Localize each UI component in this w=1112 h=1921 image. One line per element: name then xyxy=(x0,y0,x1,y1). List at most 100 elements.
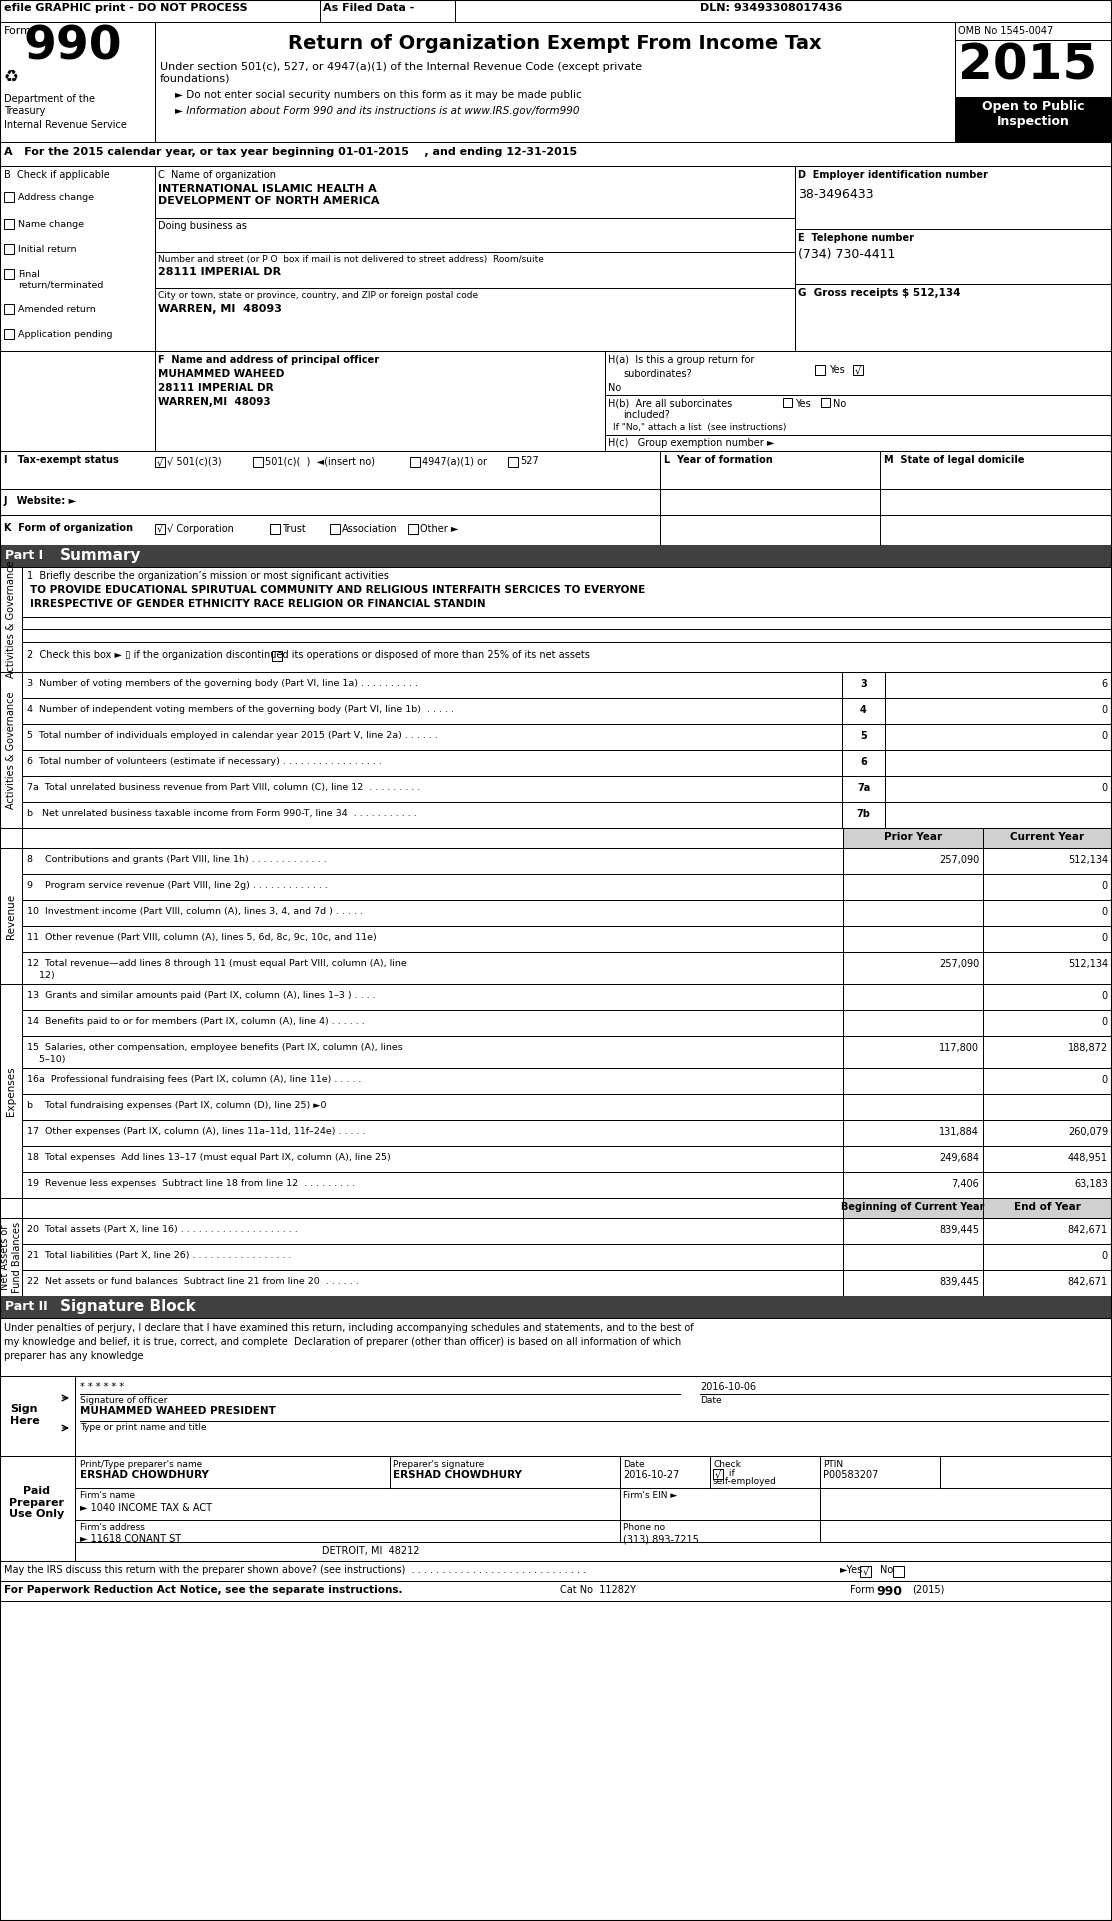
Text: No: No xyxy=(833,400,846,409)
Text: 5  Total number of individuals employed in calendar year 2015 (Part V, line 2a) : 5 Total number of individuals employed i… xyxy=(27,732,438,740)
Text: Form: Form xyxy=(4,27,32,36)
Bar xyxy=(22,1199,843,1218)
Text: 0: 0 xyxy=(1102,991,1108,1001)
Bar xyxy=(22,847,843,874)
Text: Part II: Part II xyxy=(4,1301,48,1312)
Text: 2016-10-27: 2016-10-27 xyxy=(623,1470,679,1479)
Bar xyxy=(0,1297,1112,1318)
Text: OMB No 1545-0047: OMB No 1545-0047 xyxy=(959,27,1053,36)
Text: M  State of legal domicile: M State of legal domicile xyxy=(884,455,1024,465)
Bar xyxy=(0,0,1112,21)
Bar xyxy=(842,724,885,749)
Bar xyxy=(983,901,1112,926)
Bar xyxy=(843,901,983,926)
Text: 448,951: 448,951 xyxy=(1068,1153,1108,1162)
Text: 527: 527 xyxy=(520,455,538,467)
Text: G  Gross receipts $ 512,134: G Gross receipts $ 512,134 xyxy=(798,288,961,298)
Text: City or town, state or province, country, and ZIP or foreign postal code: City or town, state or province, country… xyxy=(158,290,478,300)
Text: 5: 5 xyxy=(860,732,867,742)
Text: 15  Salaries, other compensation, employee benefits (Part IX, column (A), lines: 15 Salaries, other compensation, employe… xyxy=(27,1043,403,1053)
Text: Return of Organization Exempt From Income Tax: Return of Organization Exempt From Incom… xyxy=(288,35,822,54)
Text: C  Name of organization: C Name of organization xyxy=(158,169,276,181)
Bar xyxy=(22,984,843,1010)
Text: ► Information about Form 990 and its instructions is at www.IRS.gov/form990: ► Information about Form 990 and its ins… xyxy=(175,106,579,115)
Text: Activities & Governance: Activities & Governance xyxy=(6,561,16,678)
Bar xyxy=(783,398,792,407)
Bar xyxy=(821,398,830,407)
Text: 842,671: 842,671 xyxy=(1068,1226,1108,1235)
Bar xyxy=(0,490,1112,515)
Text: Revenue: Revenue xyxy=(6,893,16,939)
Text: MUHAMMED WAHEED PRESIDENT: MUHAMMED WAHEED PRESIDENT xyxy=(80,1406,276,1416)
Bar xyxy=(22,874,843,901)
Text: DETROIT, MI  48212: DETROIT, MI 48212 xyxy=(300,1546,419,1556)
Text: 2016-10-06: 2016-10-06 xyxy=(699,1381,756,1393)
Text: 6  Total number of volunteers (estimate if necessary) . . . . . . . . . . . . . : 6 Total number of volunteers (estimate i… xyxy=(27,757,381,766)
Text: 512,134: 512,134 xyxy=(1068,855,1108,864)
Text: efile GRAPHIC print - DO NOT PROCESS: efile GRAPHIC print - DO NOT PROCESS xyxy=(4,4,248,13)
Bar xyxy=(155,21,955,142)
Text: 188,872: 188,872 xyxy=(1068,1043,1108,1053)
Bar xyxy=(22,1270,843,1297)
Bar xyxy=(843,1068,983,1093)
Text: preparer has any knowledge: preparer has any knowledge xyxy=(4,1350,143,1360)
Bar xyxy=(22,1035,843,1068)
Bar xyxy=(885,697,1112,724)
Text: 7a  Total unrelated business revenue from Part VIII, column (C), line 12  . . . : 7a Total unrelated business revenue from… xyxy=(27,784,420,791)
Bar xyxy=(155,524,165,534)
Bar xyxy=(983,984,1112,1010)
Text: ► 1040 INCOME TAX & ACT: ► 1040 INCOME TAX & ACT xyxy=(80,1502,212,1514)
Text: Form: Form xyxy=(850,1585,874,1594)
Bar xyxy=(860,1566,871,1577)
Text: 28111 IMPERIAL DR: 28111 IMPERIAL DR xyxy=(158,267,281,277)
Text: 839,445: 839,445 xyxy=(939,1226,979,1235)
Text: Yes: Yes xyxy=(830,365,845,375)
Text: F  Name and address of principal officer: F Name and address of principal officer xyxy=(158,355,379,365)
Text: WARREN,MI  48093: WARREN,MI 48093 xyxy=(158,398,270,407)
Bar xyxy=(983,1120,1112,1147)
Bar xyxy=(4,244,14,254)
Bar xyxy=(22,1147,843,1172)
Bar xyxy=(885,801,1112,828)
Bar xyxy=(22,801,842,828)
Text: 0: 0 xyxy=(1102,1076,1108,1085)
Bar xyxy=(983,1147,1112,1172)
Bar xyxy=(0,1375,75,1456)
Text: Preparer's signature: Preparer's signature xyxy=(393,1460,484,1470)
Text: Firm's EIN ►: Firm's EIN ► xyxy=(623,1491,677,1500)
Text: ERSHAD CHOWDHURY: ERSHAD CHOWDHURY xyxy=(80,1470,209,1479)
Bar xyxy=(983,1172,1112,1199)
Text: MUHAMMED WAHEED: MUHAMMED WAHEED xyxy=(158,369,285,378)
Bar xyxy=(4,328,14,338)
Bar xyxy=(0,1318,1112,1375)
Text: 12  Total revenue—add lines 8 through 11 (must equal Part VIII, column (A), line: 12 Total revenue—add lines 8 through 11 … xyxy=(27,959,407,968)
Bar xyxy=(22,776,842,801)
Text: 0: 0 xyxy=(1102,882,1108,891)
Text: 6: 6 xyxy=(1102,678,1108,690)
Bar xyxy=(713,1470,723,1479)
Bar xyxy=(843,1093,983,1120)
Text: 16a  Professional fundraising fees (Part IX, column (A), line 11e) . . . . .: 16a Professional fundraising fees (Part … xyxy=(27,1076,361,1083)
Text: Signature Block: Signature Block xyxy=(60,1299,196,1314)
Text: 13  Grants and similar amounts paid (Part IX, column (A), lines 1–3 ) . . . .: 13 Grants and similar amounts paid (Part… xyxy=(27,991,376,1001)
Text: D  Employer identification number: D Employer identification number xyxy=(798,169,987,181)
Bar xyxy=(983,828,1112,847)
Bar xyxy=(842,672,885,697)
Text: DEVELOPMENT OF NORTH AMERICA: DEVELOPMENT OF NORTH AMERICA xyxy=(158,196,379,206)
Bar xyxy=(843,874,983,901)
Text: 12): 12) xyxy=(27,970,54,980)
Bar xyxy=(330,524,340,534)
Bar xyxy=(885,724,1112,749)
Text: Address change: Address change xyxy=(18,192,95,202)
Bar xyxy=(4,304,14,313)
Text: Doing business as: Doing business as xyxy=(158,221,247,231)
Bar xyxy=(22,901,843,926)
Text: Sign
Here: Sign Here xyxy=(10,1404,40,1425)
Text: For Paperwork Reduction Act Notice, see the separate instructions.: For Paperwork Reduction Act Notice, see … xyxy=(4,1585,403,1594)
Bar xyxy=(0,847,22,984)
Text: Amended return: Amended return xyxy=(18,305,96,313)
Text: I   Tax-exempt status: I Tax-exempt status xyxy=(4,455,119,465)
Text: Association: Association xyxy=(342,524,398,534)
Bar xyxy=(0,142,1112,165)
Text: Firm's address: Firm's address xyxy=(80,1523,145,1533)
